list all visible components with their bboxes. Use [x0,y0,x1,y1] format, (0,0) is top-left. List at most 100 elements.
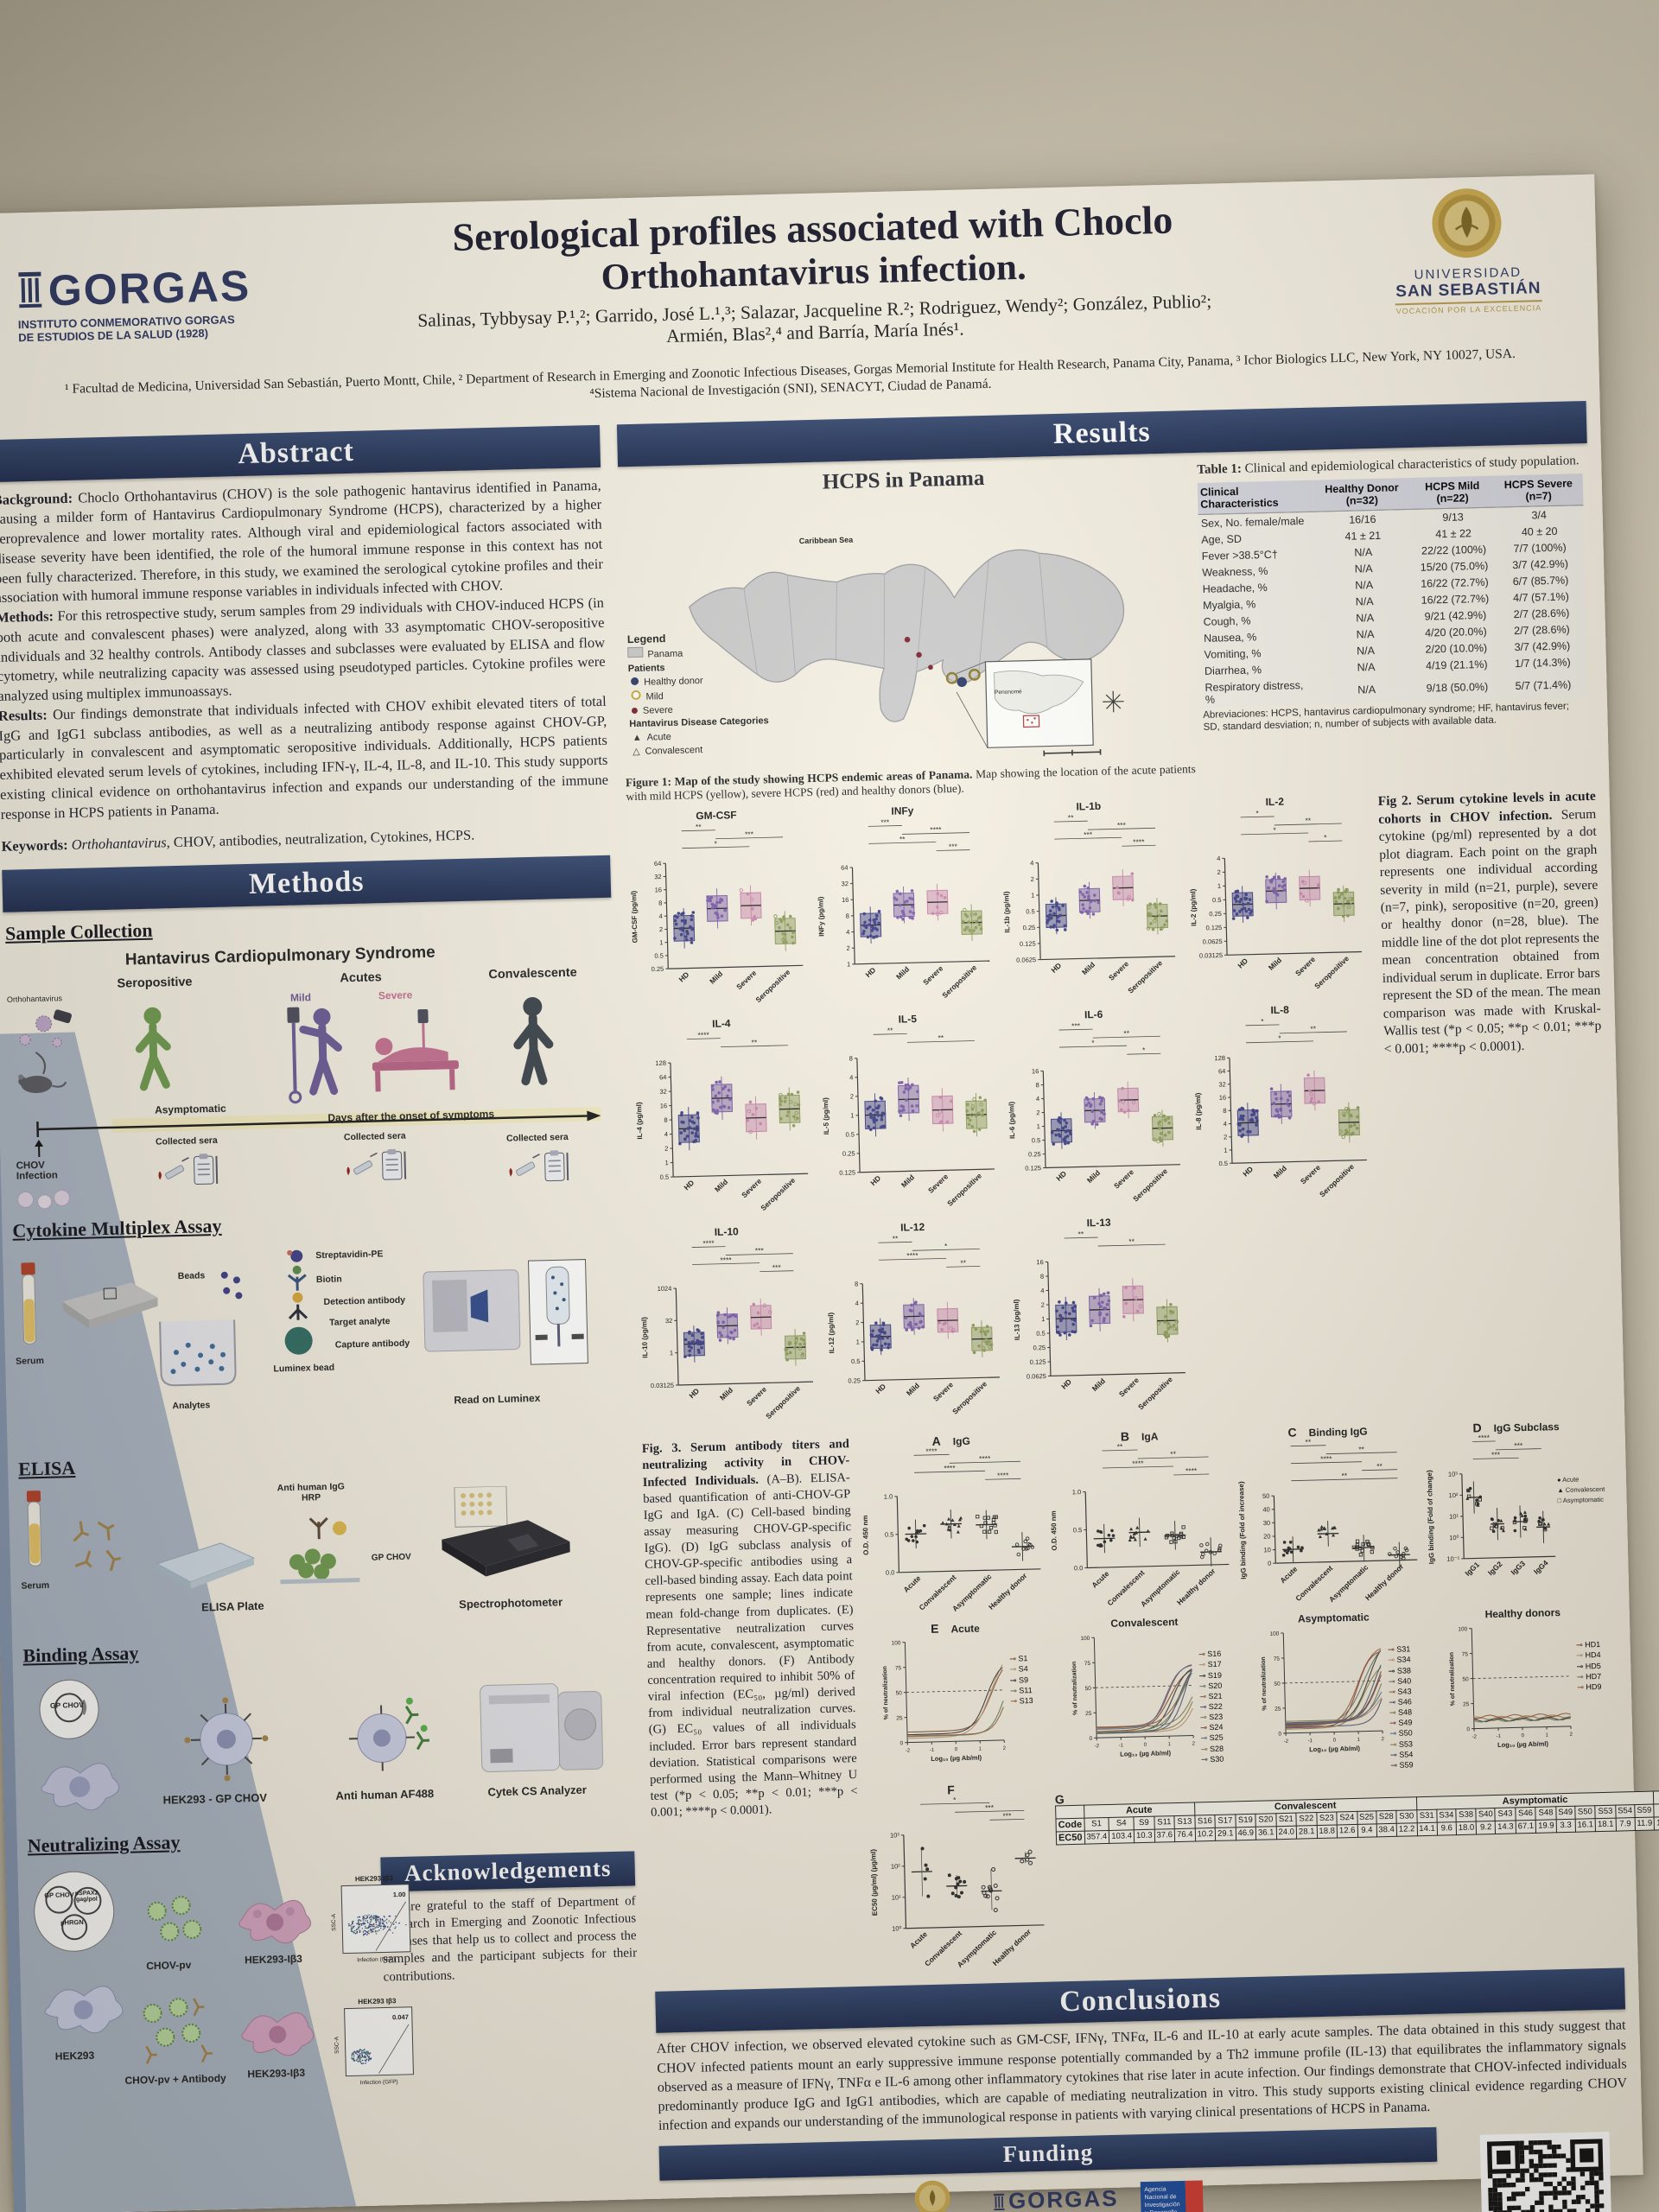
cytokine-assay-heading: Cytokine Multiplex Assay [12,1214,222,1242]
label-chov-pv-antibody: CHOV-pv + Antibody [124,2071,226,2087]
svg-text:75: 75 [1462,1651,1469,1657]
svg-text:IL-8 (pg/ml): IL-8 (pg/ml) [1193,1092,1202,1130]
svg-text:0.125: 0.125 [839,1169,855,1177]
svg-text:4: 4 [1223,1120,1226,1128]
figure3-antibody-panels: A IgG 1.0 0.5 0.0 **** **** **** **** Acute Conva… [858,1418,1616,1622]
serum-tube-icon-2 [22,1489,48,1580]
svg-text:GM-CSF (pg/ml): GM-CSF (pg/ml) [630,891,639,944]
label-spectrophotometer: Spectrophotometer [458,1595,563,1611]
svg-text:**: ** [1358,1445,1365,1453]
figure2-panel-grid: GM-CSF 64 32 16 8 4 2 1 0.5 0.25 ** *** * HD Mild Seve… [626,793,1384,1434]
svg-text:0.5: 0.5 [850,1357,860,1365]
keywords-italic: Orthohantavirus [67,833,167,853]
sample-collection-diagram: Hantavirus Cardiopulmonary Syndrome Sero… [4,938,619,1210]
sera-icon-2 [342,1147,412,1190]
svg-text:50: 50 [1274,1681,1281,1688]
map-healthy-dot [957,677,967,687]
curve-panel-Healthy donors: Healthy donors 0 25 50 75 100 -2 -1 0 1 2% of neu… [1449,1606,1602,1750]
figure3-caption-rest: (A–B). ELISA-based quantification of ant… [643,1470,858,1820]
svg-text:4: 4 [849,1074,853,1082]
svg-text:HD: HD [1054,1169,1068,1183]
svg-text:Severe: Severe [1298,1163,1321,1186]
svg-text:8: 8 [1040,1273,1044,1281]
svg-text:32: 32 [665,1317,673,1325]
svg-text:8: 8 [664,1116,667,1124]
keywords-rest: , CHOV, antibodies, neutralization, Cyto… [166,826,475,850]
svg-text:4: 4 [1040,1287,1044,1294]
svg-text:IL-1b (pg/ml): IL-1b (pg/ml) [1002,891,1011,933]
svg-text:-1: -1 [1308,1738,1313,1744]
svg-text:8: 8 [658,899,662,907]
svg-text:2: 2 [1382,1737,1385,1742]
svg-text:Severe: Severe [1117,1376,1141,1399]
svg-text:4: 4 [664,1130,668,1138]
table1-block: Table 1: Clinical and epidemiological ch… [1197,450,1590,791]
sandwich-assay-icon [270,1243,335,1414]
svg-text:75: 75 [1274,1656,1281,1662]
svg-text:64: 64 [659,1073,667,1081]
svg-text:8: 8 [845,912,849,920]
svg-text:1: 1 [1037,1122,1040,1130]
svg-text:**: ** [696,823,702,831]
hek-cell-icon [32,1745,129,1825]
svg-text:*: * [1273,826,1276,835]
label-serum-2: Serum [21,1580,50,1592]
svg-text:0.5: 0.5 [885,1531,894,1539]
label-collected-sera-2: Collected sera [343,1130,406,1143]
svg-text:10²: 10² [891,1862,901,1870]
svg-text:Seropositive: Seropositive [950,1380,988,1417]
chov-pv-antibody-icon [133,1991,221,2075]
figure2-block: GM-CSF 64 32 16 8 4 2 1 0.5 0.25 ** *** * HD Mild Seve… [626,788,1611,1434]
svg-text:% of neutralization: % of neutralization [1071,1662,1079,1715]
table1-header-cell: HCPS Severe (n=7) [1493,474,1584,508]
svg-text:16: 16 [1032,1067,1039,1075]
serum-tube-icon-1 [16,1259,41,1359]
svg-text:Asymptomatic: Asymptomatic [1139,1567,1182,1609]
svg-text:Mild: Mild [899,1173,915,1190]
label-biotin: Biotin [315,1274,342,1285]
svg-text:-2: -2 [1472,1735,1478,1740]
svg-text:Log₁₀ (µg Ab/ml): Log₁₀ (µg Ab/ml) [1121,1749,1173,1758]
svg-text:0.0625: 0.0625 [1202,938,1222,946]
label-orthohantavirus: Orthohantavirus [6,994,63,1004]
chov-pv-icon [137,1892,208,1967]
svg-text:10⁰: 10⁰ [892,1924,902,1932]
svg-text:1: 1 [850,1112,854,1120]
label-analytes: Analytes [172,1399,211,1412]
svg-text:Seropositive: Seropositive [1131,1166,1169,1204]
svg-text:Acute: Acute [1278,1565,1299,1586]
svg-text:4: 4 [659,912,663,920]
svg-text:10¹: 10¹ [1449,1513,1459,1521]
svg-text:****: **** [1133,837,1145,846]
svg-text:*: * [953,1796,957,1804]
uss-medal-icon-small: UNIVERSIDAD SAN SEBASTIÁN VOCACIÓN POR L… [894,2178,971,2212]
svg-text:2: 2 [855,1319,859,1326]
infection-arrow-icon [35,1139,44,1157]
abstract-background-label: Background: [0,489,73,508]
svg-text:**: ** [1123,1029,1130,1038]
legend-acute-label: Acute [646,732,671,744]
label-chov-pv: CHOV-pv [146,1958,192,1972]
gorgas-logo: GORGAS INSTITUTO CONMEMORATIVO GORGAS DE… [16,259,295,345]
acknowledgements-text: We are grateful to the staff of Departme… [381,1893,638,1985]
spectrophotometer-icon [423,1484,590,1596]
svg-text:HD: HD [677,970,691,984]
svg-text:Acute: Acute [1090,1569,1110,1590]
svg-text:0.0: 0.0 [1074,1564,1084,1572]
svg-text:2: 2 [1223,1134,1226,1141]
svg-text:10: 10 [1263,1546,1271,1554]
svg-text:75: 75 [1084,1661,1091,1667]
svg-text:**: ** [1305,817,1312,825]
svg-text:100: 100 [1459,1626,1468,1632]
svg-text:16: 16 [660,1102,668,1109]
binding-assay-diagram: GP CHOV HEK293 - GP CHOV [22,1661,633,1824]
table1-header-cell: HCPS Mild (n=22) [1410,475,1495,510]
svg-text:-1: -1 [1497,1734,1502,1739]
table1-caption-bold: Table 1: [1197,461,1243,477]
label-anti-af488: Anti human AF488 [335,1786,435,1802]
plasmids-circle-icon [30,1867,119,1960]
svg-text:Infection (GFP): Infection (GFP) [360,2079,398,2086]
svg-text:50: 50 [1262,1492,1270,1500]
svg-text:10⁻¹: 10⁻¹ [1446,1555,1460,1563]
antibodies-icon [59,1512,138,1587]
